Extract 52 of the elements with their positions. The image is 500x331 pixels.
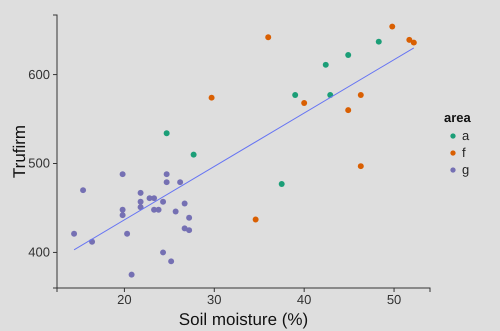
point [190,152,197,158]
y-axis-title: Trufirm [10,124,29,178]
point [120,206,126,213]
legend-label: a [462,128,470,143]
point [252,216,259,223]
point [322,62,329,68]
point [124,230,130,237]
point [186,227,192,234]
point [138,204,144,210]
y-tick-label: 400 [28,244,50,260]
point [208,94,215,101]
point [410,40,417,46]
point [120,171,126,178]
point [164,130,170,136]
point [376,38,382,45]
point [128,272,135,278]
point [160,249,166,256]
point [301,100,308,106]
x-axis-title: Soil moisture (%) [178,310,308,329]
point [389,24,396,30]
point [345,52,352,58]
point [345,107,352,114]
x-tick-label: 20 [117,292,132,308]
point [160,198,166,205]
point [156,206,162,213]
point [358,92,364,98]
point [71,230,78,237]
point [406,36,412,43]
point [164,171,170,178]
point [177,179,184,186]
point [278,180,285,187]
y-tick-label: 500 [28,156,50,171]
point [168,258,174,264]
legend-label: f [462,145,466,160]
point [120,212,126,218]
point [164,179,170,186]
point [292,92,298,98]
point [80,187,86,194]
point [138,198,144,205]
point [138,190,144,196]
legend-title: area [444,110,472,125]
point [186,214,192,221]
point [265,34,272,40]
point [151,195,158,202]
point [182,200,188,206]
point [358,163,364,170]
x-tick-label: 40 [296,292,312,308]
point [172,208,179,215]
y-tick-label: 600 [28,66,50,82]
x-tick-label: 50 [386,292,402,308]
legend-label: g [462,162,470,177]
x-tick-label: 30 [207,292,222,308]
